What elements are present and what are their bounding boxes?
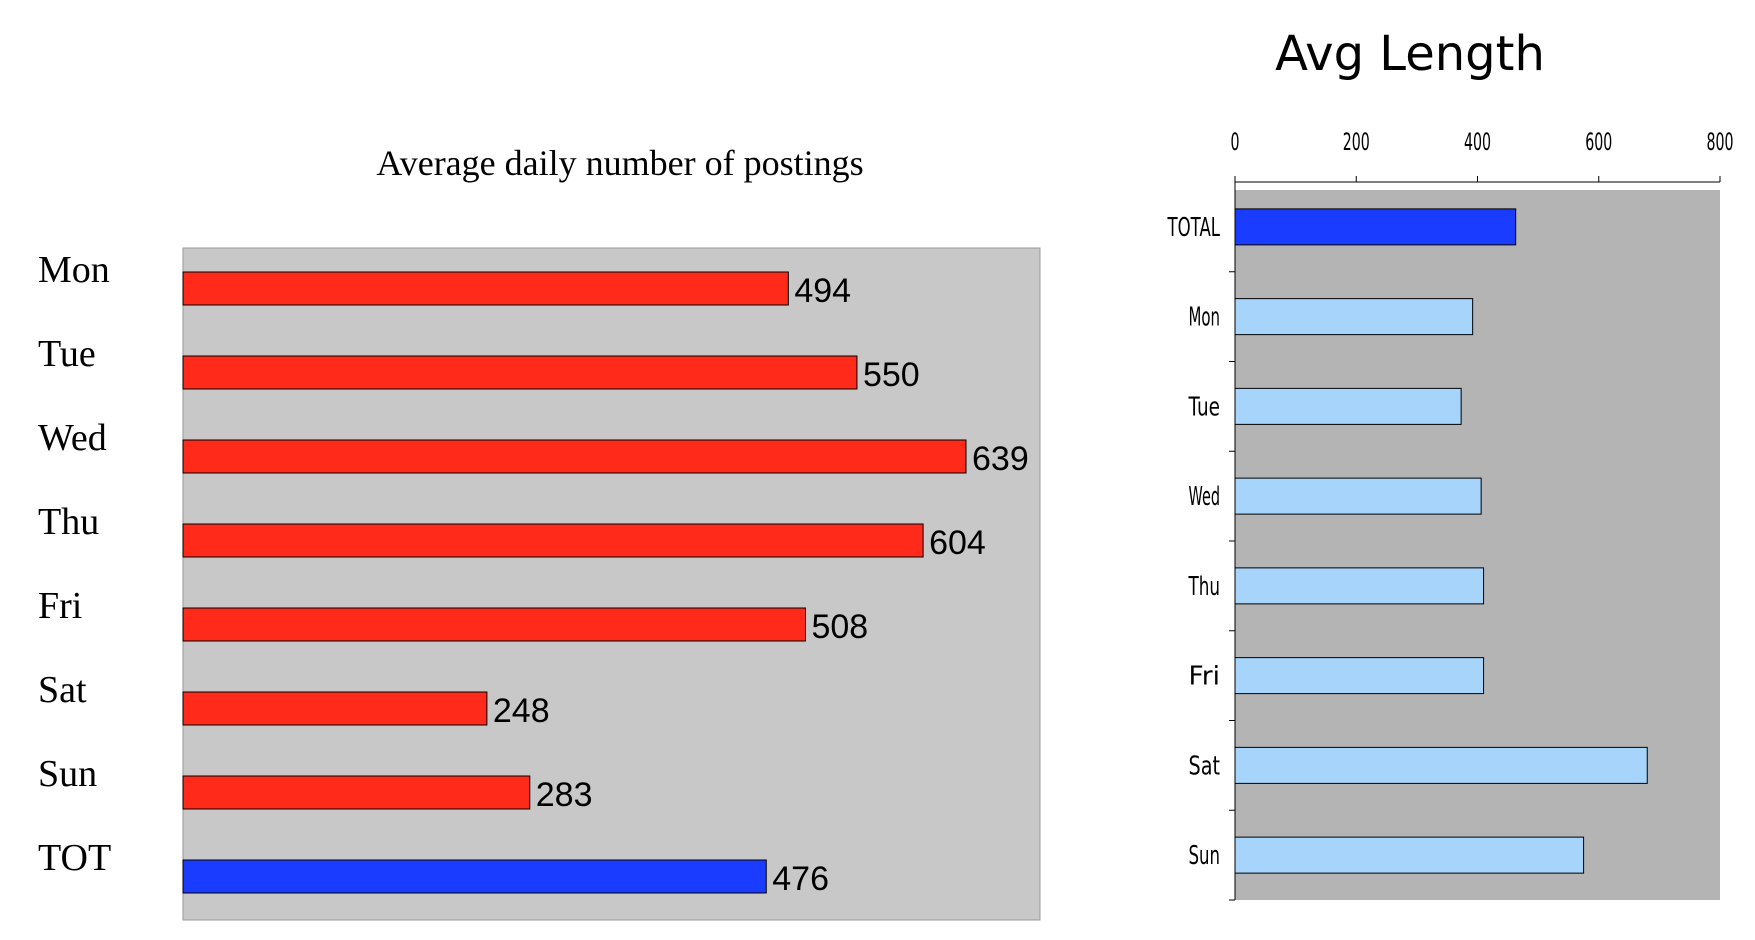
bar-wed: [182, 439, 967, 474]
data-label-tue: 550: [863, 356, 920, 394]
bar-thu: [1234, 567, 1485, 605]
category-label-thu: Thu: [1188, 572, 1220, 602]
data-label-wed: 639: [972, 440, 1029, 478]
bar-tot: [182, 859, 767, 894]
data-label-sun: 283: [536, 776, 593, 814]
category-label-mon: Mon: [38, 249, 110, 291]
avg-length-bars: TOTAL Mon Tue Wed Thu Fri Sat Sun: [1167, 208, 1648, 874]
bar-total: [1234, 208, 1517, 246]
data-label-fri: 508: [811, 608, 868, 646]
category-label-fri: Fri: [38, 585, 82, 627]
bar-tue: [182, 355, 858, 390]
bar-sat: [1234, 746, 1648, 784]
postings-chart: Average daily number of postings Mon 494 T…: [38, 143, 1041, 921]
bar-fri: [1234, 657, 1485, 695]
category-label-sat: Sat: [1189, 751, 1221, 781]
category-label-sun: Sun: [1189, 841, 1221, 871]
x-tick-label-400: 400: [1464, 128, 1491, 156]
category-label-tue: Tue: [38, 333, 96, 375]
bar-sat: [182, 691, 488, 726]
category-label-sun: Sun: [38, 753, 97, 795]
data-label-sat: 248: [493, 692, 550, 730]
x-tick-label-0: 0: [1231, 128, 1240, 156]
bar-mon: [1234, 298, 1474, 336]
bar-wed: [1234, 477, 1482, 515]
category-label-sat: Sat: [38, 669, 87, 711]
category-label-tot: TOT: [38, 837, 111, 879]
postings-plot-area: [182, 247, 1041, 921]
bar-mon: [182, 271, 789, 306]
bar-sun: [1234, 836, 1585, 874]
data-label-thu: 604: [929, 524, 986, 562]
postings-bars: Mon 494 Tue 550 Wed 639 Thu 604 Fri 508 Sat 248 Sun 2…: [38, 249, 1029, 898]
bar-fri: [182, 607, 806, 642]
category-label-total: TOTAL: [1167, 213, 1220, 243]
category-label-wed: Wed: [38, 417, 107, 459]
category-label-tue: Tue: [1188, 392, 1220, 422]
avg-length-chart: Avg Length 0 200 400 600 800 TOTALMonTueWedT…: [1167, 26, 1734, 901]
category-label-wed: Wed: [1189, 482, 1221, 512]
bar-sun: [182, 775, 531, 810]
category-label-thu: Thu: [38, 501, 99, 543]
bar-tue: [1234, 387, 1462, 425]
category-label-fri: Fri: [1189, 662, 1221, 692]
x-tick-label-800: 800: [1707, 128, 1734, 156]
bar-thu: [182, 523, 924, 558]
avg-length-chart-title: Avg Length: [1275, 26, 1545, 82]
data-label-mon: 494: [794, 272, 851, 310]
x-tick-label-600: 600: [1585, 128, 1612, 156]
x-tick-label-200: 200: [1343, 128, 1370, 156]
data-label-tot: 476: [772, 860, 829, 898]
avg-length-plot-area: [1235, 190, 1720, 900]
category-label-mon: Mon: [1189, 303, 1221, 333]
postings-chart-title: Average daily number of postings: [376, 143, 863, 183]
